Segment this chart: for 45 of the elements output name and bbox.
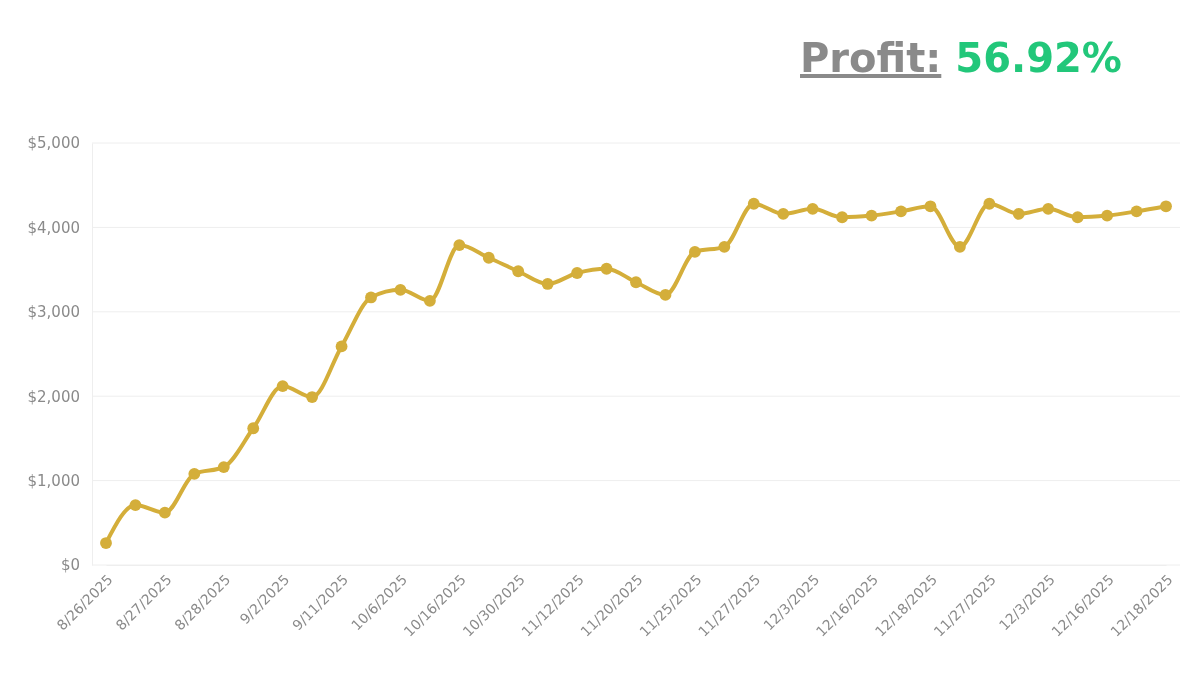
point: [836, 211, 849, 224]
point: [158, 506, 171, 519]
point: [895, 205, 907, 218]
point: [247, 422, 260, 435]
point: [276, 380, 289, 392]
y-tick-label: $3,000: [27, 303, 80, 322]
point: [630, 276, 642, 289]
point: [1160, 200, 1172, 213]
point: [1071, 211, 1084, 224]
point: [1042, 202, 1055, 215]
point: [1130, 205, 1143, 218]
point: [806, 202, 819, 215]
point: [335, 340, 348, 353]
point: [188, 467, 201, 480]
point: [953, 240, 966, 253]
y-tick-label: $0: [60, 556, 80, 575]
point: [688, 245, 701, 258]
point: [1012, 207, 1025, 220]
chart-subtitle: 56.92%: [955, 35, 1122, 81]
point: [423, 294, 436, 307]
point: [129, 499, 142, 511]
point: [482, 251, 495, 264]
point: [924, 200, 937, 213]
point: [365, 291, 377, 304]
point: [600, 262, 613, 275]
point: [659, 289, 672, 301]
y-tick-label: $5,000: [27, 134, 80, 153]
point: [217, 461, 230, 473]
point: [571, 267, 584, 279]
point: [777, 207, 790, 220]
point: [306, 391, 319, 403]
point: [394, 283, 407, 296]
y-tick-label: $2,000: [27, 387, 80, 406]
point: [747, 197, 760, 210]
y-tick-label: $4,000: [27, 218, 80, 237]
point: [100, 537, 112, 549]
point: [1101, 209, 1114, 222]
point: [983, 197, 996, 210]
point: [453, 239, 466, 252]
chart-title: Profit:: [800, 35, 942, 81]
y-tick-label: $1,000: [27, 471, 80, 490]
point: [541, 278, 554, 290]
point: [865, 209, 878, 222]
point: [718, 240, 731, 253]
point: [512, 265, 525, 278]
